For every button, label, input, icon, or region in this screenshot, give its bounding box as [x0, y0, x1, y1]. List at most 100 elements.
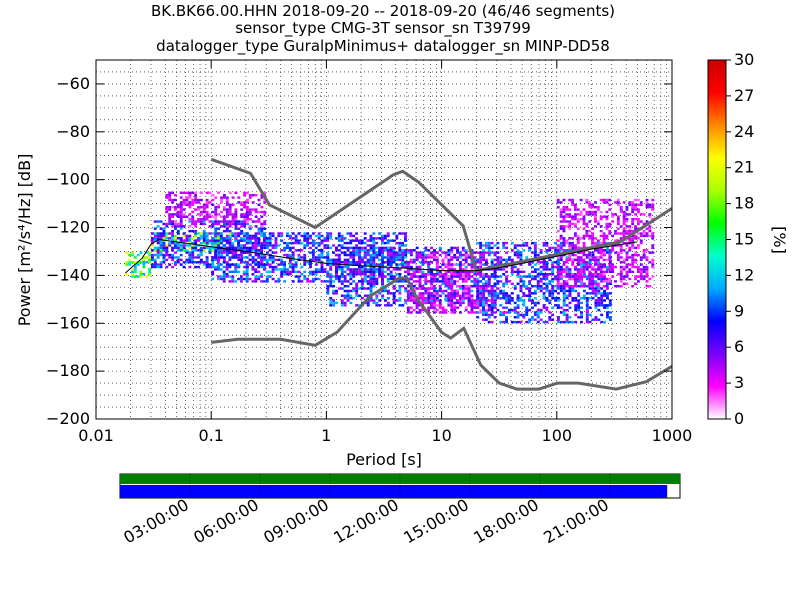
- density-cell: [214, 244, 218, 247]
- density-cell: [231, 280, 235, 283]
- density-cell: [392, 299, 396, 302]
- density-cell: [579, 258, 583, 262]
- density-cell: [611, 234, 615, 238]
- density-cell: [188, 244, 192, 247]
- density-cell: [355, 273, 359, 276]
- density-cell: [404, 270, 407, 274]
- density-cell: [505, 292, 508, 295]
- density-cell: [487, 246, 491, 250]
- density-cell: [191, 215, 195, 218]
- density-cell: [205, 237, 209, 240]
- density-cell: [461, 270, 465, 274]
- density-cell: [438, 275, 442, 278]
- density-cell: [286, 273, 289, 276]
- density-cell: [645, 284, 649, 288]
- density-cell: [179, 210, 183, 214]
- density-cell: [369, 287, 373, 290]
- density-cell: [398, 256, 402, 259]
- density-cell: [622, 227, 626, 230]
- density-cell: [628, 268, 632, 271]
- density-cell: [619, 251, 623, 254]
- density-cell: [179, 241, 183, 245]
- density-cell: [355, 292, 359, 295]
- density-cell: [323, 239, 327, 242]
- density-cell: [260, 258, 264, 262]
- density-cell: [254, 258, 258, 262]
- density-cell: [412, 249, 416, 252]
- density-cell: [622, 229, 626, 233]
- density-cell: [165, 237, 169, 240]
- density-cell: [239, 237, 243, 240]
- density-cell: [651, 203, 655, 206]
- density-cell: [349, 294, 353, 297]
- density-cell: [596, 268, 600, 271]
- density-cell: [571, 253, 575, 257]
- density-cell: [205, 265, 209, 269]
- density-cell: [263, 191, 267, 195]
- density-cell: [634, 277, 637, 281]
- density-cell: [205, 232, 209, 235]
- density-cell: [211, 222, 215, 226]
- density-cell: [631, 217, 635, 221]
- density-cell: [642, 253, 646, 257]
- density-cell: [254, 225, 258, 228]
- density-cell: [263, 210, 267, 214]
- timeline-tick-label: 21:00:00: [540, 495, 612, 547]
- density-cell: [631, 256, 635, 259]
- density-cell: [165, 232, 169, 235]
- density-cell: [398, 251, 402, 254]
- density-cell: [291, 270, 295, 274]
- density-cell: [608, 261, 612, 264]
- density-cell: [375, 251, 379, 254]
- density-cell: [450, 268, 454, 271]
- density-cell: [510, 249, 514, 252]
- density-cell: [505, 280, 508, 283]
- density-cell: [565, 261, 569, 264]
- density-cell: [191, 198, 195, 202]
- density-cell: [409, 258, 413, 262]
- density-cell: [214, 222, 218, 226]
- density-cell: [242, 270, 246, 274]
- density-cell: [605, 251, 609, 254]
- density-cell: [591, 289, 595, 293]
- density-cell: [536, 261, 540, 264]
- density-cell: [246, 213, 249, 216]
- density-cell: [404, 234, 407, 238]
- density-cell: [171, 220, 174, 223]
- density-cell: [438, 301, 442, 305]
- density-cell: [421, 308, 425, 312]
- density-cell: [556, 287, 560, 290]
- density-cell: [291, 268, 295, 271]
- density-cell: [605, 270, 609, 274]
- density-cell: [260, 244, 264, 247]
- density-cell: [378, 246, 382, 250]
- density-cell: [369, 284, 373, 288]
- density-cell: [243, 234, 247, 238]
- density-cell: [231, 256, 235, 259]
- density-cell: [533, 246, 537, 250]
- density-cell: [648, 215, 652, 218]
- density-cell: [470, 263, 474, 266]
- density-cell: [458, 263, 462, 266]
- density-cell: [234, 253, 238, 257]
- density-cell: [591, 275, 595, 278]
- density-cell: [384, 287, 387, 290]
- density-cell: [605, 313, 609, 317]
- density-cell: [323, 244, 327, 247]
- density-cell: [326, 239, 330, 242]
- density-cell: [496, 261, 500, 264]
- density-cell: [622, 265, 626, 269]
- density-cell: [573, 275, 577, 278]
- density-cell: [185, 198, 189, 202]
- density-cell: [171, 239, 174, 242]
- density-cell: [375, 268, 379, 271]
- density-cell: [415, 246, 419, 250]
- density-cell: [648, 225, 652, 228]
- density-cell: [599, 198, 603, 202]
- density-cell: [642, 222, 646, 226]
- density-cell: [381, 263, 385, 266]
- density-cell: [309, 263, 312, 266]
- density-cell: [458, 277, 462, 281]
- density-cell: [622, 232, 626, 235]
- density-cell: [156, 241, 160, 245]
